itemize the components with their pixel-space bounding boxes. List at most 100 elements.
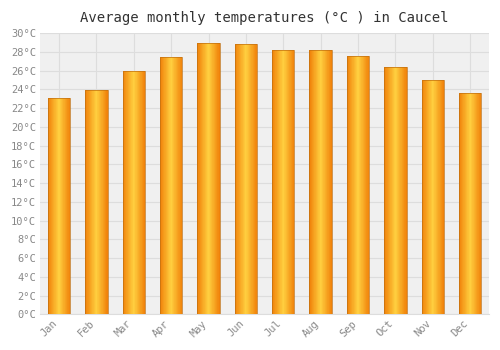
Bar [464, 93, 465, 314]
Bar [59, 98, 60, 314]
Bar [291, 50, 292, 314]
Bar [354, 56, 355, 314]
Bar [85, 90, 86, 314]
Bar [401, 67, 402, 314]
Bar [349, 56, 350, 314]
Bar [312, 50, 313, 314]
Bar [355, 56, 356, 314]
Bar [175, 57, 176, 314]
Bar [292, 50, 293, 314]
Bar [290, 50, 291, 314]
Bar [466, 93, 467, 314]
Bar [236, 43, 237, 314]
Bar [65, 98, 66, 314]
Bar [400, 67, 401, 314]
Bar [128, 71, 130, 314]
Bar [97, 90, 98, 314]
Bar [316, 50, 318, 314]
Bar [322, 50, 323, 314]
Bar [250, 43, 251, 314]
Bar [252, 43, 253, 314]
Bar [347, 56, 348, 314]
Bar [384, 67, 385, 314]
Bar [327, 50, 328, 314]
Bar [311, 50, 312, 314]
Bar [384, 67, 406, 314]
Bar [198, 43, 199, 314]
Bar [240, 43, 241, 314]
Bar [434, 80, 435, 314]
Bar [393, 67, 394, 314]
Bar [279, 50, 280, 314]
Bar [357, 56, 358, 314]
Bar [426, 80, 427, 314]
Bar [166, 57, 167, 314]
Bar [105, 90, 106, 314]
Bar [123, 71, 124, 314]
Bar [215, 43, 216, 314]
Bar [138, 71, 139, 314]
Bar [174, 57, 175, 314]
Bar [390, 67, 391, 314]
Bar [60, 98, 61, 314]
Bar [323, 50, 324, 314]
Bar [237, 43, 238, 314]
Bar [173, 57, 174, 314]
Bar [176, 57, 178, 314]
Bar [96, 90, 97, 314]
Bar [356, 56, 357, 314]
Bar [473, 93, 474, 314]
Bar [460, 93, 461, 314]
Bar [435, 80, 436, 314]
Bar [321, 50, 322, 314]
Bar [214, 43, 215, 314]
Bar [319, 50, 320, 314]
Bar [255, 43, 256, 314]
Bar [360, 56, 361, 314]
Bar [480, 93, 481, 314]
Bar [364, 56, 365, 314]
Bar [256, 43, 257, 314]
Bar [362, 56, 363, 314]
Bar [474, 93, 475, 314]
Bar [160, 57, 161, 314]
Bar [431, 80, 432, 314]
Bar [285, 50, 286, 314]
Bar [234, 43, 235, 314]
Bar [388, 67, 390, 314]
Bar [139, 71, 140, 314]
Bar [160, 57, 182, 314]
Bar [467, 93, 468, 314]
Bar [213, 43, 214, 314]
Bar [178, 57, 179, 314]
Bar [202, 43, 203, 314]
Bar [475, 93, 476, 314]
Bar [287, 50, 288, 314]
Bar [432, 80, 433, 314]
Bar [310, 50, 332, 314]
Bar [245, 43, 246, 314]
Bar [439, 80, 440, 314]
Bar [247, 43, 248, 314]
Bar [51, 98, 52, 314]
Bar [62, 98, 63, 314]
Bar [208, 43, 209, 314]
Bar [462, 93, 463, 314]
Bar [363, 56, 364, 314]
Bar [274, 50, 275, 314]
Bar [161, 57, 162, 314]
Bar [205, 43, 206, 314]
Bar [217, 43, 218, 314]
Bar [234, 43, 257, 314]
Bar [180, 57, 181, 314]
Bar [126, 71, 127, 314]
Bar [103, 90, 104, 314]
Bar [243, 43, 244, 314]
Bar [137, 71, 138, 314]
Bar [125, 71, 126, 314]
Bar [216, 43, 217, 314]
Bar [313, 50, 314, 314]
Bar [210, 43, 212, 314]
Bar [361, 56, 362, 314]
Bar [404, 67, 405, 314]
